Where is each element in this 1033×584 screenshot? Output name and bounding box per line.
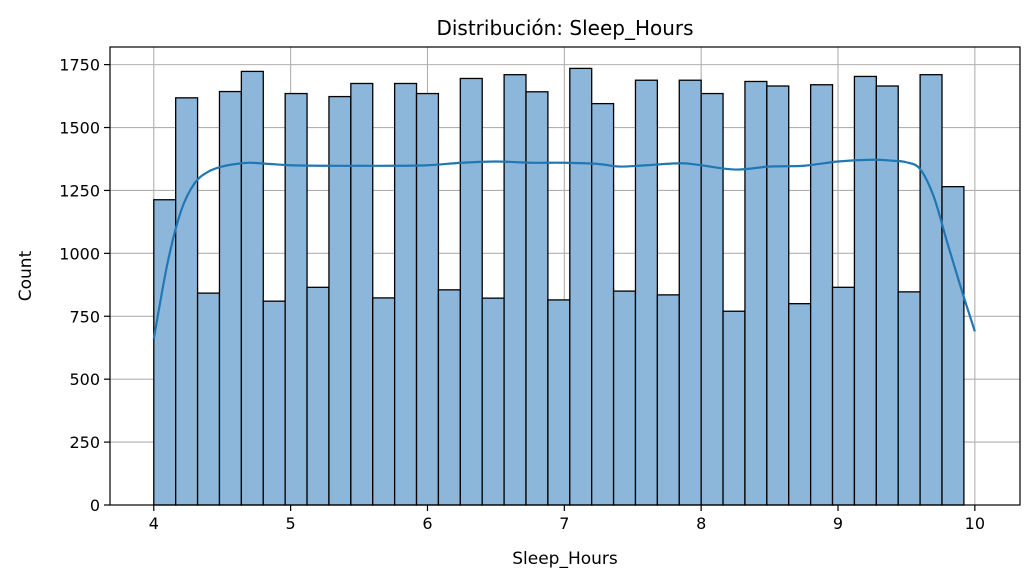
histogram-bar [218, 90, 243, 506]
histogram-bar [700, 92, 724, 506]
x-axis-label: Sleep_Hours [512, 549, 618, 569]
histogram-bar [372, 297, 396, 506]
histogram-bar [262, 300, 286, 506]
histogram-bar [919, 74, 943, 506]
x-tick-label: 7 [559, 514, 569, 533]
y-tick-label: 750 [69, 307, 100, 326]
x-tick-label: 4 [149, 514, 159, 533]
chart-title: Distribución: Sleep_Hours [436, 16, 693, 40]
histogram-bar [831, 286, 856, 506]
histogram-bar [284, 92, 308, 506]
histogram-bar [350, 82, 374, 506]
x-tick-label: 10 [965, 514, 985, 533]
y-tick-label: 1500 [59, 119, 100, 138]
histogram-bar [437, 289, 461, 506]
histogram-bar [306, 286, 330, 506]
histogram-bar [175, 97, 199, 506]
y-tick-label: 250 [69, 433, 100, 452]
histogram-bar [547, 299, 571, 506]
y-ticks: 0 250 500 750 1000 1250 1500 1750 [59, 56, 110, 515]
histogram-bar [503, 74, 527, 506]
histogram-bar [415, 92, 440, 506]
histogram-bar [328, 95, 352, 506]
y-axis-label: Count [16, 250, 36, 301]
histogram-bar [525, 91, 549, 506]
histogram-bar [634, 79, 659, 506]
y-tick-label: 1250 [59, 181, 100, 200]
histogram-bar [744, 80, 768, 506]
histogram-bar [393, 82, 418, 506]
histogram-bar [897, 291, 921, 506]
y-tick-label: 1750 [59, 56, 100, 75]
histogram-bar [481, 297, 505, 506]
x-tick-label: 9 [833, 514, 843, 533]
plot-frame [109, 46, 1021, 506]
histogram-bar [722, 310, 746, 506]
x-ticks: 4 5 6 7 8 9 10 [149, 505, 985, 533]
bars [153, 67, 965, 506]
histogram-bar [678, 79, 702, 506]
histogram-bar [569, 67, 593, 506]
histogram-bar [875, 85, 899, 506]
y-tick-label: 500 [69, 370, 100, 389]
kde-line [152, 158, 976, 340]
histogram-bar [459, 77, 483, 506]
y-tick-label: 0 [90, 496, 100, 515]
histogram-bar [809, 84, 834, 506]
histogram-bar [766, 85, 790, 506]
histogram-bar [853, 75, 877, 506]
y-tick-label: 1000 [59, 244, 100, 263]
histogram-bar [196, 292, 221, 506]
histogram-bar [612, 290, 637, 506]
histogram-bar [240, 70, 264, 506]
histogram-bar [656, 294, 680, 506]
x-tick-label: 6 [422, 514, 432, 533]
x-tick-label: 8 [696, 514, 706, 533]
histogram-bar [788, 303, 812, 506]
x-tick-label: 5 [286, 514, 296, 533]
